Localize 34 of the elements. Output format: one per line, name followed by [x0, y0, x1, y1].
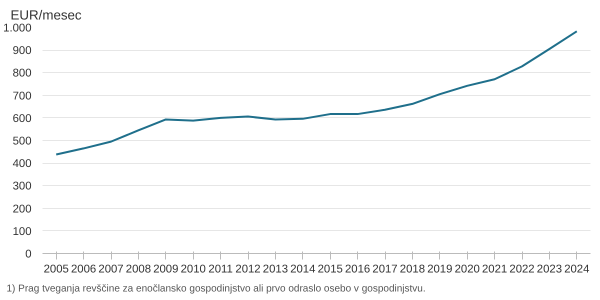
y-tick-label: 1.000: [3, 22, 32, 34]
x-tick-label: 2024: [564, 264, 590, 276]
x-tick-label: 2012: [235, 264, 261, 276]
x-tick-label: 2015: [318, 264, 343, 276]
y-tick-label: 300: [12, 180, 32, 193]
x-tick-label: 2016: [345, 264, 370, 276]
x-tick-label: 2020: [454, 264, 480, 276]
x-tick-label: 2007: [98, 264, 124, 276]
text: 1) Prag tveganja revščine za enočlansko gospodinjstvo ali prvo odraslo osebo v gospodinjstvu.: [6, 284, 426, 294]
x-tick-label: 2018: [400, 264, 426, 276]
y-tick-label: 500: [12, 136, 32, 148]
y-tick-label: 600: [12, 112, 32, 125]
x-tick-label: 2006: [71, 264, 96, 276]
x-tick-label: 2008: [126, 264, 152, 276]
x-tick-label: 2021: [482, 264, 508, 276]
y-tick-label: 800: [12, 68, 32, 80]
x-tick-label: 2013: [262, 264, 288, 276]
x-tick-label: 2017: [372, 264, 398, 276]
x-tick-label: 2009: [153, 264, 178, 276]
x-tick-label: 2023: [536, 264, 562, 276]
x-tick-label: 2005: [44, 264, 69, 276]
x-tick-label: 2011: [208, 264, 233, 276]
y-tick-label: 900: [12, 45, 32, 58]
x-tick-label: 2022: [509, 264, 535, 276]
x-tick-label: 2010: [180, 264, 206, 276]
y-tick-label: 400: [12, 158, 32, 170]
x-tick-label: 2014: [290, 264, 316, 276]
y-tick-label: 700: [12, 90, 32, 102]
y-tick-label: 0: [25, 248, 32, 260]
y-tick-label: 100: [12, 226, 32, 238]
line-series: [55, 30, 578, 156]
x-tick-label: 2019: [427, 264, 452, 276]
y-tick-label: 200: [12, 203, 32, 216]
y-axis-title: EUR/mesec: [10, 8, 82, 22]
